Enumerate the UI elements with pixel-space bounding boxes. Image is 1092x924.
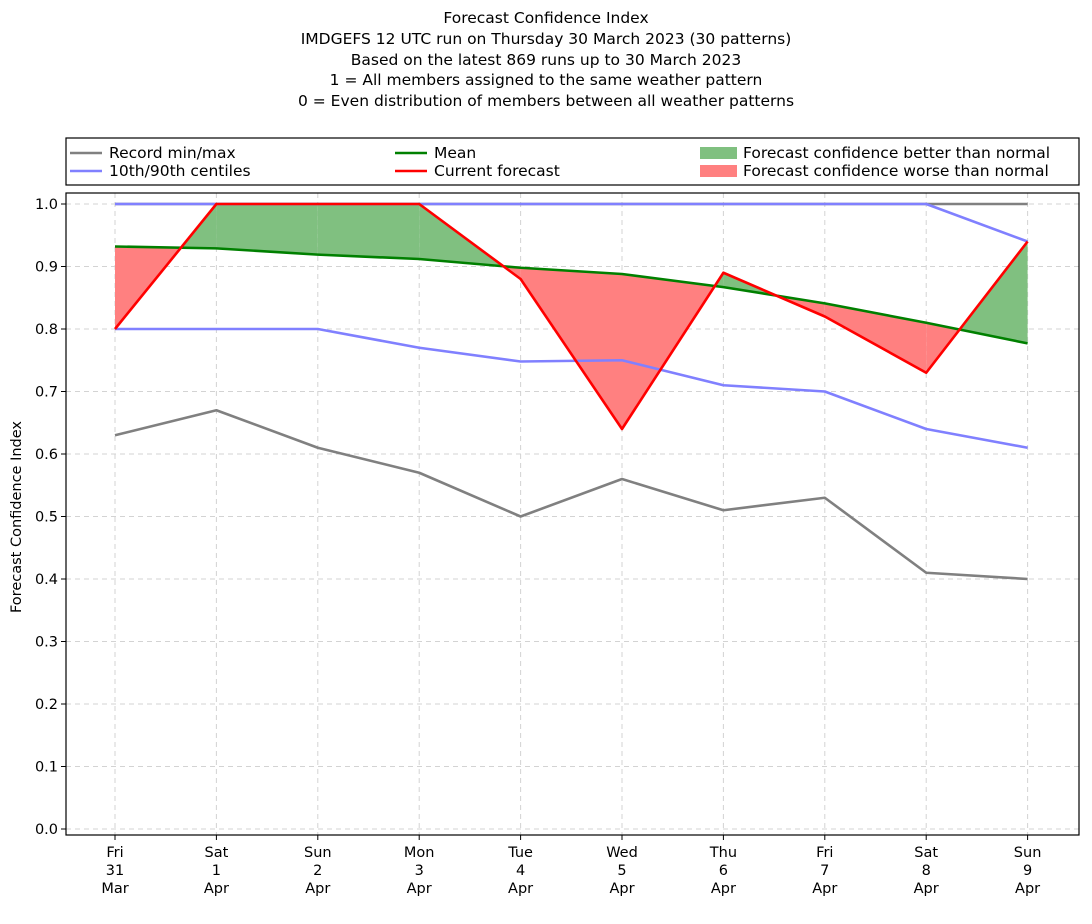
- x-tick-label: 8: [922, 863, 931, 879]
- x-tick-label: Apr: [508, 881, 533, 897]
- x-tick-label: Apr: [914, 881, 939, 897]
- grid-lines: [66, 193, 1079, 835]
- x-tick-label: Apr: [407, 881, 432, 897]
- legend-swatch-patch: [700, 147, 737, 159]
- x-tick-label: Tue: [507, 845, 533, 861]
- y-axis-label: Forecast Confidence Index: [9, 421, 25, 613]
- x-tick-label: Mar: [101, 881, 128, 897]
- x-tick-label: 4: [516, 863, 525, 879]
- chart-title-line: Based on the latest 869 runs up to 30 Ma…: [351, 51, 742, 69]
- y-tick-label: 0.5: [35, 510, 58, 526]
- x-tick-label: 31: [106, 863, 124, 879]
- x-tick-label: Wed: [606, 845, 638, 861]
- fill-better-segment: [317, 204, 420, 259]
- chart-title-line: Forecast Confidence Index: [443, 9, 648, 27]
- fill-worse-segment: [824, 303, 927, 373]
- x-tick-label: Fri: [106, 845, 123, 861]
- x-tick-label: Sun: [1014, 845, 1042, 861]
- legend-label: 10th/90th centiles: [109, 162, 251, 180]
- series-line-mean: [114, 245, 1028, 345]
- chart-title-line: IMDGEFS 12 UTC run on Thursday 30 March …: [301, 30, 792, 48]
- x-tick-label: Apr: [1015, 881, 1040, 897]
- fill-better-segment: [216, 204, 318, 255]
- x-ticks: Fri 31 Mar Sat 1 Apr Sun 2 Apr Mon 3 Apr Tue 4 Apr Wed 5…: [101, 835, 1041, 897]
- legend-label: Mean: [434, 144, 476, 162]
- y-tick-label: 0.1: [35, 760, 58, 776]
- x-tick-label: 3: [415, 863, 424, 879]
- y-tick-label: 0.2: [35, 697, 58, 713]
- x-tick-label: Fri: [816, 845, 833, 861]
- fill-worse-segment: [622, 274, 715, 429]
- legend-label: Forecast confidence worse than normal: [743, 162, 1049, 180]
- series-line-p10: [115, 327, 1028, 450]
- x-tick-label: Apr: [204, 881, 229, 897]
- x-tick-label: 5: [617, 863, 626, 879]
- x-tick-label: Mon: [404, 845, 435, 861]
- chart-title-line: 1 = All members assigned to the same wea…: [330, 71, 763, 89]
- chart-title-line: 0 = Even distribution of members between…: [298, 92, 794, 110]
- x-tick-label: Apr: [609, 881, 634, 897]
- fill-worse-segment: [520, 267, 622, 429]
- y-tick-label: 0.3: [35, 635, 58, 651]
- x-tick-label: Apr: [305, 881, 330, 897]
- x-tick-label: Sat: [205, 845, 229, 861]
- legend-label: Current forecast: [434, 162, 560, 180]
- series-line-record-min: [114, 408, 1028, 581]
- x-tick-label: Sat: [914, 845, 938, 861]
- x-tick-label: Apr: [711, 881, 736, 897]
- x-tick-label: 1: [212, 863, 221, 879]
- plot-frame: [65, 192, 1080, 836]
- x-tick-label: 6: [719, 863, 728, 879]
- x-tick-label: Sun: [304, 845, 332, 861]
- y-tick-label: 0.4: [35, 572, 58, 588]
- series-line-current: [113, 202, 1029, 431]
- legend-box: [65, 137, 1080, 186]
- x-tick-label: 9: [1023, 863, 1032, 879]
- x-tick-label: 7: [820, 863, 829, 879]
- x-tick-label: 2: [313, 863, 322, 879]
- legend-swatch-patch: [700, 165, 737, 177]
- legend-label: Record min/max: [109, 144, 236, 162]
- x-tick-label: Thu: [709, 845, 737, 861]
- y-tick-label: 0.7: [35, 385, 58, 401]
- y-tick-label: 0.0: [35, 822, 58, 838]
- x-tick-label: Apr: [812, 881, 837, 897]
- y-tick-label: 0.8: [35, 322, 58, 338]
- legend-label: Forecast confidence better than normal: [743, 144, 1050, 162]
- fill-better-segment: [959, 241, 1028, 344]
- y-ticks: 0.0 0.1 0.2 0.3 0.4 0.5 0.6 0.7 0.8 0.9 1.0: [35, 197, 66, 838]
- y-tick-label: 1.0: [35, 197, 58, 213]
- y-tick-label: 0.6: [35, 447, 58, 463]
- y-tick-label: 0.9: [35, 260, 58, 276]
